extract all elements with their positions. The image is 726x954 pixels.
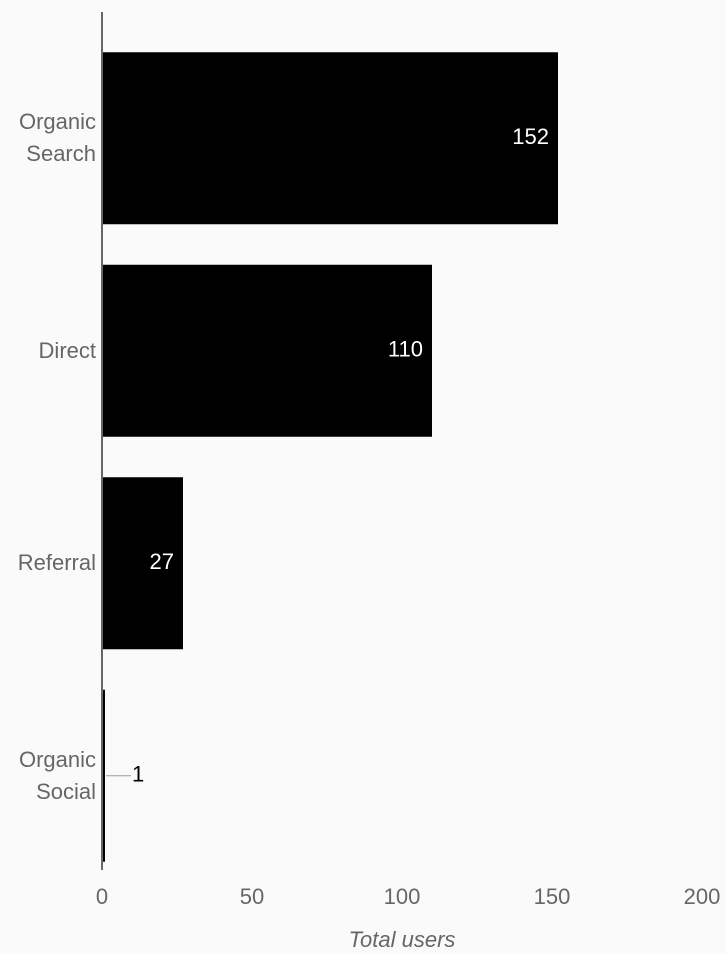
bar xyxy=(102,689,105,862)
data-label: 152 xyxy=(512,124,549,149)
x-axis-title: Total users xyxy=(349,927,456,952)
x-tick-label: 100 xyxy=(384,884,421,909)
bar xyxy=(102,52,558,225)
data-label: 27 xyxy=(150,549,174,574)
x-tick-label: 0 xyxy=(96,884,108,909)
data-label: 110 xyxy=(388,337,423,362)
x-tick-label: 50 xyxy=(240,884,264,909)
bar xyxy=(102,477,183,650)
x-tick-label: 150 xyxy=(534,884,571,909)
x-tick-label: 200 xyxy=(684,884,721,909)
y-tick-label: Direct xyxy=(38,337,96,363)
bar xyxy=(102,264,432,437)
y-tick-label: Organic Social xyxy=(18,746,96,804)
y-tick-label: Organic Search xyxy=(18,109,96,167)
y-tick-label: Referral xyxy=(17,550,96,576)
data-label: 1 xyxy=(132,762,144,787)
